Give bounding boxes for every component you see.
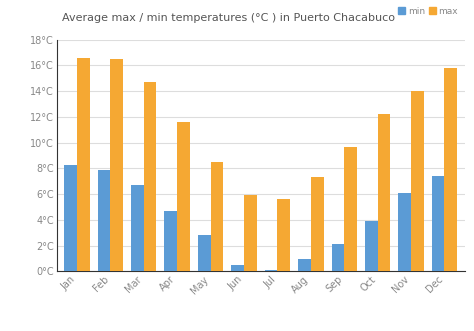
Bar <box>98 170 110 271</box>
Bar <box>264 270 277 271</box>
Bar <box>210 162 223 271</box>
Bar <box>344 147 357 271</box>
Bar <box>64 165 77 271</box>
Bar <box>311 177 324 271</box>
Bar <box>164 211 177 271</box>
Bar <box>277 199 290 271</box>
Text: Average max / min temperatures (°C ) in Puerto Chacabuco: Average max / min temperatures (°C ) in … <box>62 13 395 23</box>
Bar <box>398 193 411 271</box>
Bar <box>411 91 424 271</box>
Bar <box>365 221 378 271</box>
Bar <box>131 185 144 271</box>
Bar <box>445 68 457 271</box>
Bar <box>231 265 244 271</box>
Legend: min, max: min, max <box>396 5 460 18</box>
Bar <box>298 259 311 271</box>
Bar <box>244 196 257 271</box>
Bar <box>144 82 156 271</box>
Bar <box>432 176 445 271</box>
Bar <box>177 122 190 271</box>
Bar <box>378 115 391 271</box>
Bar <box>198 235 210 271</box>
Bar <box>77 58 90 271</box>
Bar <box>110 59 123 271</box>
Bar <box>331 244 344 271</box>
